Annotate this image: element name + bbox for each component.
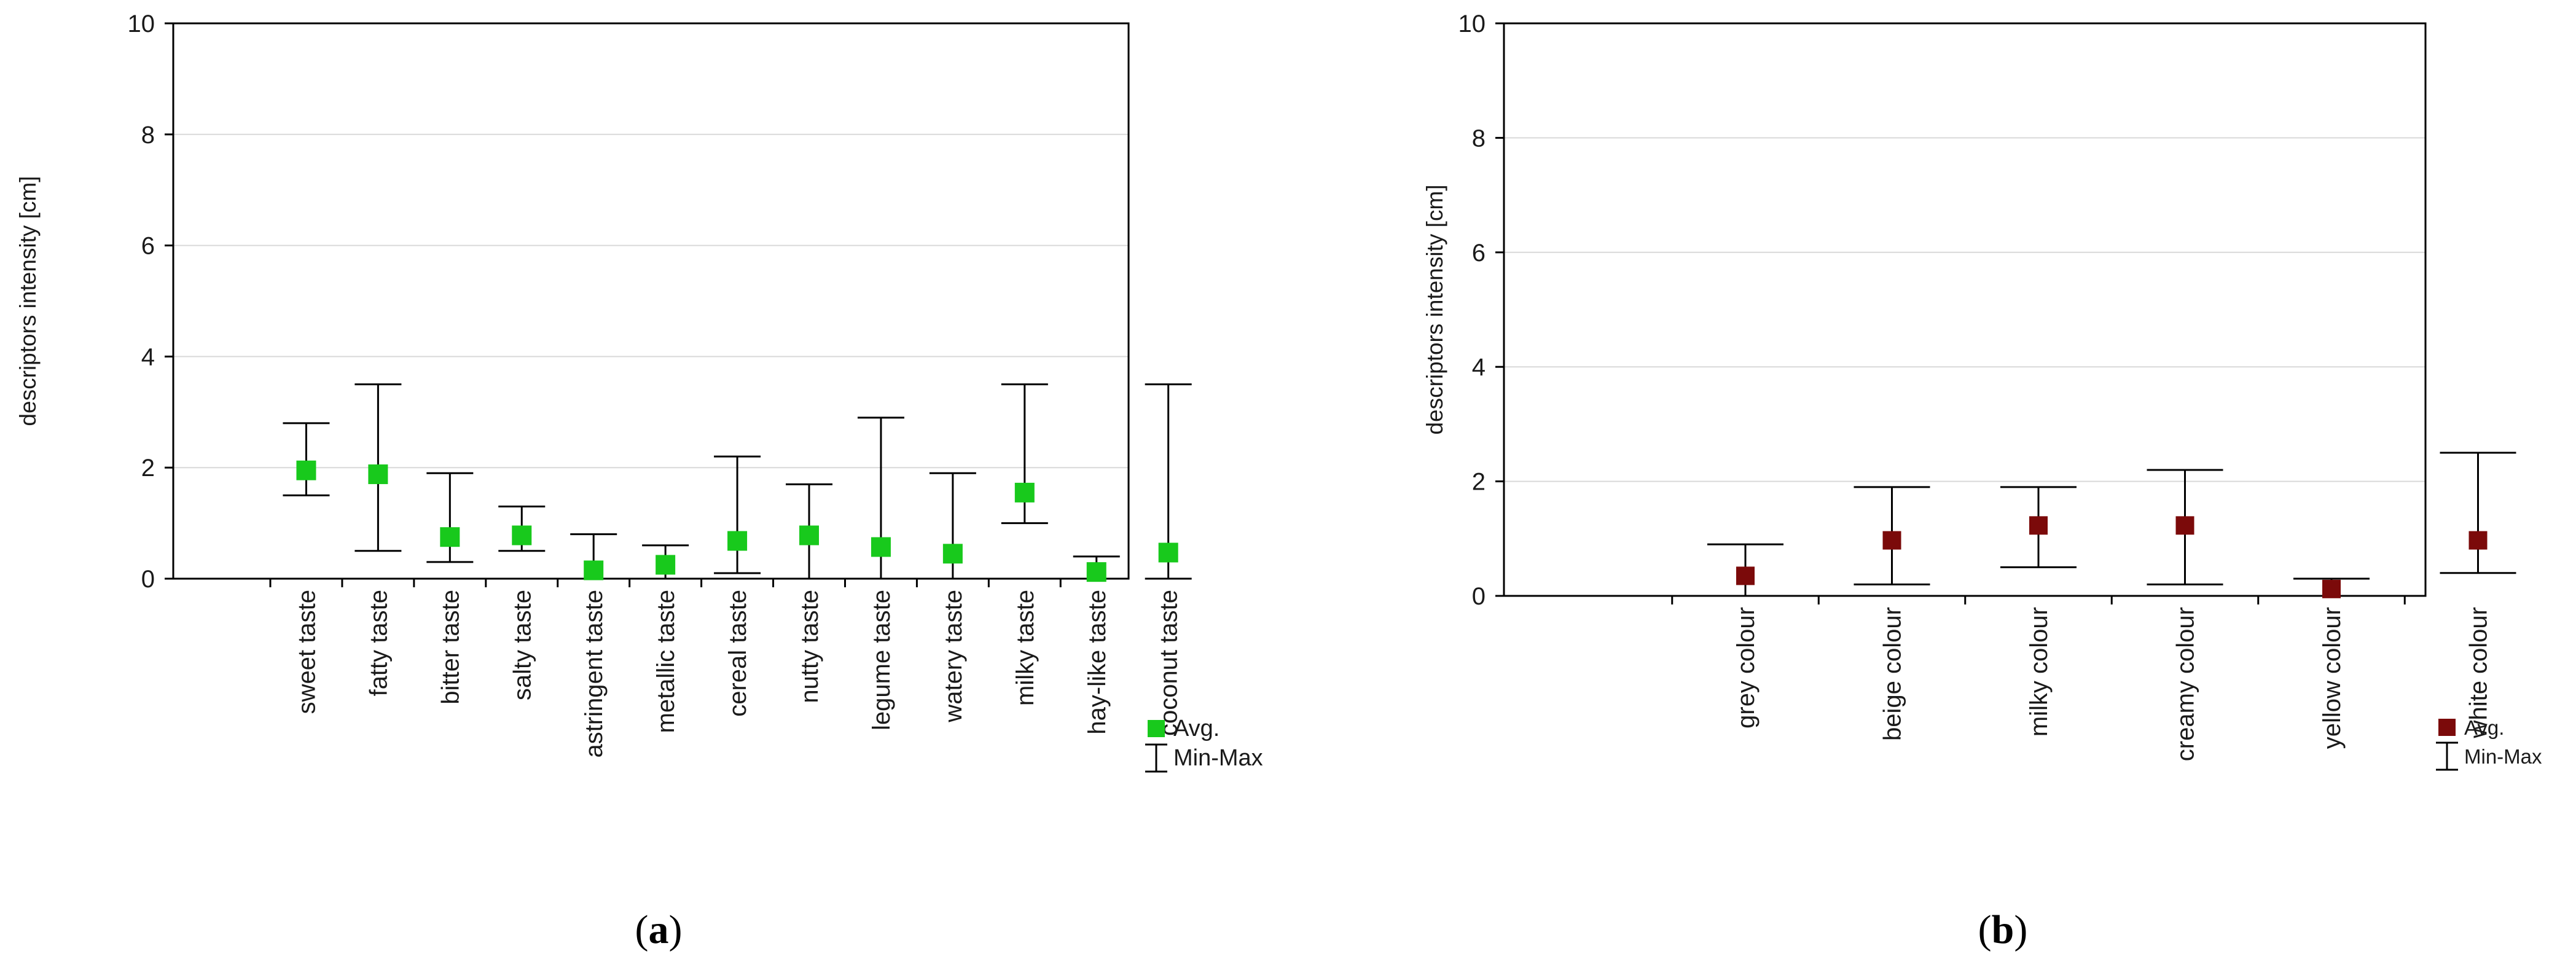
- category-label-b-0: grey colour: [1732, 607, 1760, 729]
- legend-avg-label-a: Avg.: [1173, 716, 1219, 741]
- min-max-bar-a-0: [283, 422, 330, 496]
- avg-point-b-2: [2029, 516, 2048, 535]
- avg-point-a-3: [512, 525, 532, 546]
- category-label-a-12: coconut taste: [1156, 590, 1183, 736]
- category-label-a-0: sweet taste: [293, 590, 320, 714]
- avg-point-a-4: [584, 560, 604, 581]
- y-tick-label-a-4: 8: [141, 122, 155, 149]
- category-label-a-10: milky taste: [1012, 590, 1039, 706]
- category-label-b-2: milky colour: [2026, 607, 2053, 737]
- avg-point-a-5: [656, 555, 676, 575]
- category-label-a-9: watery taste: [940, 590, 967, 723]
- y-tick-label-a-2: 4: [141, 343, 155, 370]
- category-label-a-5: metallic taste: [652, 590, 679, 733]
- category-label-a-4: astringent taste: [581, 590, 608, 758]
- legend-minmax-label-a: Min-Max: [1173, 745, 1263, 771]
- y-axis-title-b: descriptors intensity [cm]: [1422, 184, 1447, 434]
- avg-point-b-0: [1736, 566, 1755, 585]
- y-tick-label-b-2: 4: [1472, 354, 1486, 381]
- panel-label-a: (a): [635, 907, 683, 952]
- category-label-a-7: nutty taste: [796, 590, 823, 703]
- category-label-a-8: legume taste: [868, 590, 895, 730]
- avg-point-a-2: [440, 527, 460, 547]
- legend-a: Avg. Min-Max: [1145, 716, 1263, 773]
- legend-avg-swatch-b: [2438, 719, 2456, 736]
- min-max-bar-a-6: [714, 455, 761, 574]
- legend-minmax-label-b: Min-Max: [2464, 745, 2542, 768]
- avg-point-a-9: [942, 544, 963, 564]
- legend-avg-label-b: Avg.: [2464, 716, 2504, 739]
- y-tick-label-b-4: 8: [1472, 125, 1486, 152]
- avg-point-a-7: [799, 525, 820, 546]
- y-tick-label-b-1: 2: [1472, 469, 1486, 496]
- panel-a-chart: 0 2 4 6 8 10 descriptors intensity [cm] sweet t…: [15, 10, 1263, 952]
- avg-point-a-1: [368, 464, 388, 485]
- category-label-a-6: cereal taste: [724, 590, 751, 717]
- panel-b-chart: 0 2 4 6 8 10 descriptors intensity [cm] grey co…: [1422, 10, 2542, 952]
- category-label-b-1: beige colour: [1879, 607, 1906, 741]
- avg-point-b-3: [2175, 516, 2194, 535]
- y-tick-label-a-5: 10: [128, 10, 155, 37]
- category-label-a-2: bitter taste: [437, 590, 464, 705]
- avg-point-a-10: [1014, 482, 1035, 503]
- legend-b: Avg. Min-Max: [2436, 716, 2542, 771]
- avg-point-b-5: [2468, 531, 2488, 550]
- min-max-bar-a-2: [426, 472, 474, 563]
- y-tick-label-a-3: 6: [141, 233, 155, 260]
- legend-avg-swatch-a: [1148, 720, 1165, 737]
- y-tick-label-b-5: 10: [1458, 10, 1486, 37]
- plot-frame-b: [1503, 22, 2427, 597]
- min-max-bar-b-5: [2440, 452, 2516, 574]
- y-tick-label-b-3: 6: [1472, 240, 1486, 267]
- avg-point-a-0: [296, 460, 316, 480]
- category-label-b-5: white colour: [2465, 607, 2492, 738]
- avg-point-a-12: [1158, 542, 1178, 563]
- category-label-a-11: hay-like taste: [1084, 590, 1111, 735]
- y-tick-label-a-0: 0: [141, 566, 155, 593]
- avg-point-a-11: [1086, 562, 1106, 582]
- y-tick-label-a-1: 2: [141, 455, 155, 482]
- y-axis-title-a: descriptors intensity [cm]: [15, 176, 41, 426]
- category-label-b-3: creamy colour: [2172, 607, 2199, 761]
- category-label-a-3: salty taste: [509, 590, 536, 700]
- y-tick-label-b-0: 0: [1472, 583, 1486, 610]
- category-label-a-1: fatty taste: [365, 590, 392, 696]
- avg-point-b-1: [1882, 531, 1901, 550]
- panel-label-b: (b): [1978, 907, 2028, 952]
- category-label-b-4: yellow colour: [2319, 607, 2346, 749]
- avg-point-b-4: [2322, 579, 2341, 598]
- avg-point-a-6: [727, 531, 748, 551]
- avg-point-a-8: [871, 537, 891, 557]
